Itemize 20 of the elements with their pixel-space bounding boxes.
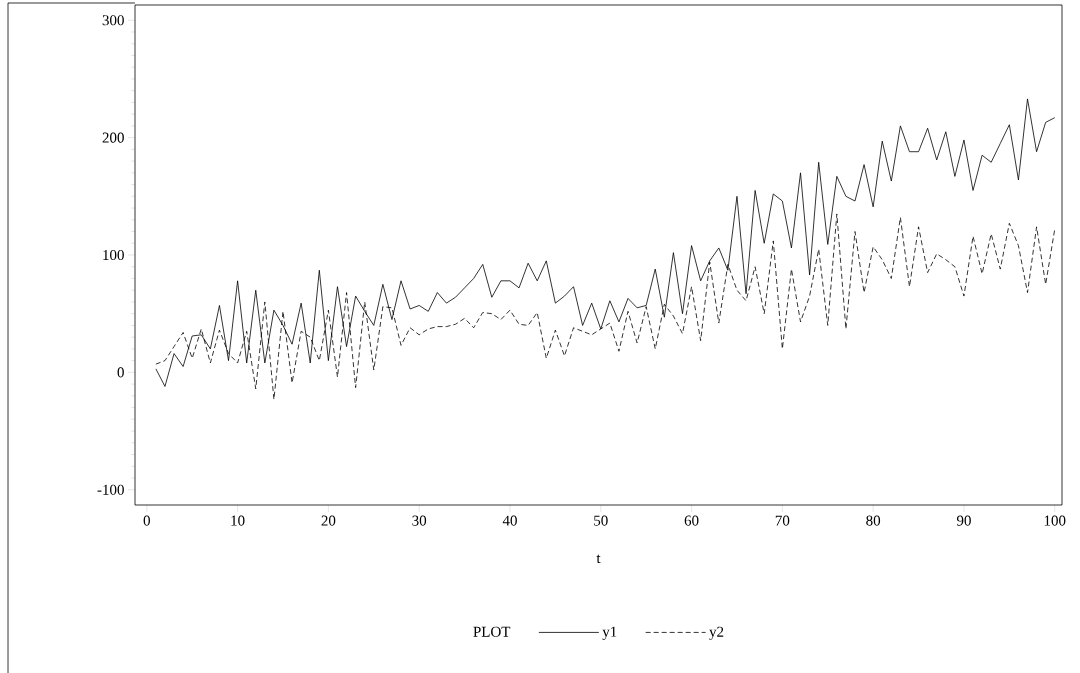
x-tick-label: 40 [502, 515, 517, 526]
x-tick-label: 100 [1044, 515, 1066, 526]
legend-title: PLOT [473, 626, 511, 637]
y-tick-label: -100 [97, 484, 124, 495]
y-tick-label: 200 [102, 132, 124, 143]
x-axis-title: t [596, 554, 601, 563]
x-tick-label: 20 [321, 515, 336, 526]
y-tick-label: 100 [103, 249, 124, 260]
x-tick-label: 90 [956, 515, 971, 526]
x-tick-label: 0 [143, 515, 150, 526]
x-tick-label: 50 [594, 515, 608, 526]
x-tick-label: 60 [684, 515, 699, 526]
x-tick-label: 30 [412, 515, 427, 526]
y-tick-label: 300 [102, 15, 124, 26]
x-tick-label: 10 [231, 515, 245, 526]
x-tick-label: 70 [775, 515, 790, 526]
x-tick-label: 80 [866, 515, 881, 526]
legend-label: y2 [709, 626, 724, 640]
legend-label: y1 [602, 626, 617, 640]
y-tick-label: 0 [117, 367, 124, 378]
